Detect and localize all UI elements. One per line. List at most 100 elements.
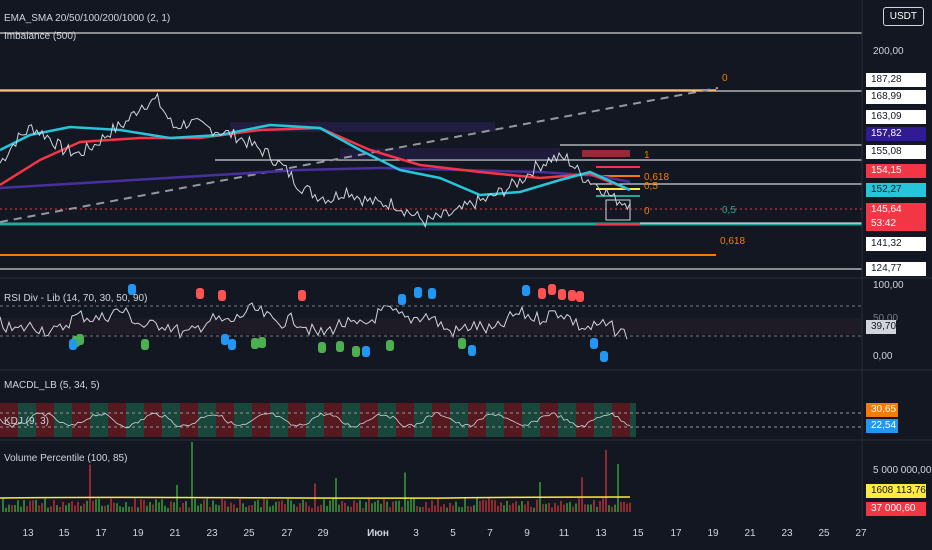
price-tag-9: 141,32 [866,237,926,251]
volume-bar-206 [206,498,208,512]
volume-bar-431 [431,500,433,512]
volume-bar-62 [62,501,64,512]
volume-bar-353 [353,500,355,512]
volume-bar-230 [230,502,232,512]
volume-bar-605 [605,450,607,512]
volume-bar-107 [107,504,109,512]
volume-bar-485 [485,500,487,512]
price-tag-7: 145,64 [866,203,926,217]
x-tick-11: 5 [450,528,456,539]
kdj-bar-438 [438,403,444,437]
imbalance-box-1 [230,122,495,132]
volume-bar-464 [464,498,466,512]
volume-bar-125 [125,501,127,512]
volume-bar-449 [449,502,451,512]
price-tag-4: 155,08 [866,145,926,159]
kdj-bar-150 [150,403,156,437]
volume-bar-2 [2,498,4,512]
kdj-bar-330 [330,403,336,437]
volume-bar-596 [596,506,598,512]
volume-bar-287 [287,498,289,512]
kdj-bar-234 [234,403,240,437]
volume-bar-182 [182,502,184,512]
volume-bar-311 [311,507,313,512]
volume-bar-41 [41,503,43,512]
volume-bar-332 [332,498,334,512]
volume-bar-167 [167,507,169,512]
volume-bar-5 [5,507,7,512]
fib-label-top-zero: 0 [722,73,728,84]
volume-bar-92 [92,500,94,512]
rsi-div-marker-9 [251,338,259,349]
kdj-pane-title[interactable]: KDJ (9, 3) [4,416,50,427]
kdj-bar-306 [306,403,312,437]
volume-bar-419 [419,506,421,512]
pattern-box [605,199,631,221]
kdj-bar-498 [498,403,504,437]
fib-label-one: 1 [644,150,650,161]
volume-bar-524 [524,504,526,512]
volume-bar-143 [143,500,145,512]
x-tick-18: 19 [707,528,719,539]
indicator-ema-sma-title[interactable]: EMA_SMA 20/50/100/200/1000 (2, 1) [4,13,171,24]
kdj-bar-582 [582,403,588,437]
kdj-bar-432 [432,403,438,437]
kdj-bar-228 [228,403,234,437]
currency-selector[interactable]: USDT [882,7,924,26]
kdj-bar-414 [414,403,420,437]
volume-bar-14 [14,505,16,512]
fib-label-05-a: 0,5 [644,181,658,192]
kdj-bar-462 [462,403,468,437]
kdj-bar-48 [48,403,54,437]
volume-bar-392 [392,501,394,512]
volume-bar-437 [437,498,439,512]
kdj-bar-630 [630,403,636,437]
volume-bar-146 [146,505,148,512]
indicator-imbalance-title[interactable]: Imbalance (500) [4,31,77,42]
volume-bar-119 [119,506,121,512]
volume-bar-578 [578,498,580,512]
volume-bar-320 [320,504,322,512]
volume-bar-266 [266,499,268,512]
kdj-bar-288 [288,403,294,437]
volume-bar-185 [185,501,187,512]
volume-bar-359 [359,500,361,512]
macd-pane-title[interactable]: MACDL_LB (5, 34, 5) [4,380,100,391]
volume-bar-365 [365,502,367,512]
volume-percentile-tag: 1608 113,76 [866,484,926,498]
volume-bar-11 [11,505,13,512]
kdj-bar-60 [60,403,66,437]
kdj-bar-336 [336,403,342,437]
volume-bar-56 [56,505,58,512]
kdj-bar-258 [258,403,264,437]
kdj-bar-210 [210,403,216,437]
volume-bar-194 [194,498,196,512]
volume-bar-8 [8,504,10,512]
volume-bar-203 [203,499,205,512]
volume-bar-497 [497,505,499,512]
kdj-bar-564 [564,403,570,437]
kdj-bar-30 [30,403,36,437]
volume-bar-575 [575,503,577,512]
kdj-bar-114 [114,403,120,437]
volume-bar-494 [494,500,496,512]
price-tick-200: 200,00 [873,46,904,57]
x-tick-6: 25 [243,528,255,539]
rsi-pane-title[interactable]: RSI Div - Lib (14, 70, 30, 50, 90) [4,293,148,304]
kdj-bar-24 [24,403,30,437]
kdj-bar-318 [318,403,324,437]
kdj-bar-480 [480,403,486,437]
volume-bar-290 [290,500,292,512]
volume-bar-500 [500,502,502,512]
price-tag-1: 168,99 [866,90,926,104]
kdj-bar-558 [558,403,564,437]
kdj-bar-570 [570,403,576,437]
volume-bar-170 [170,501,172,512]
kdj-bar-174 [174,403,180,437]
rsi-div-marker-2 [69,339,77,350]
volume-pane-title[interactable]: Volume Percentile (100, 85) [4,453,128,464]
kdj-bar-492 [492,403,498,437]
volume-bar-200 [200,503,202,512]
volume-bar-110 [110,498,112,512]
